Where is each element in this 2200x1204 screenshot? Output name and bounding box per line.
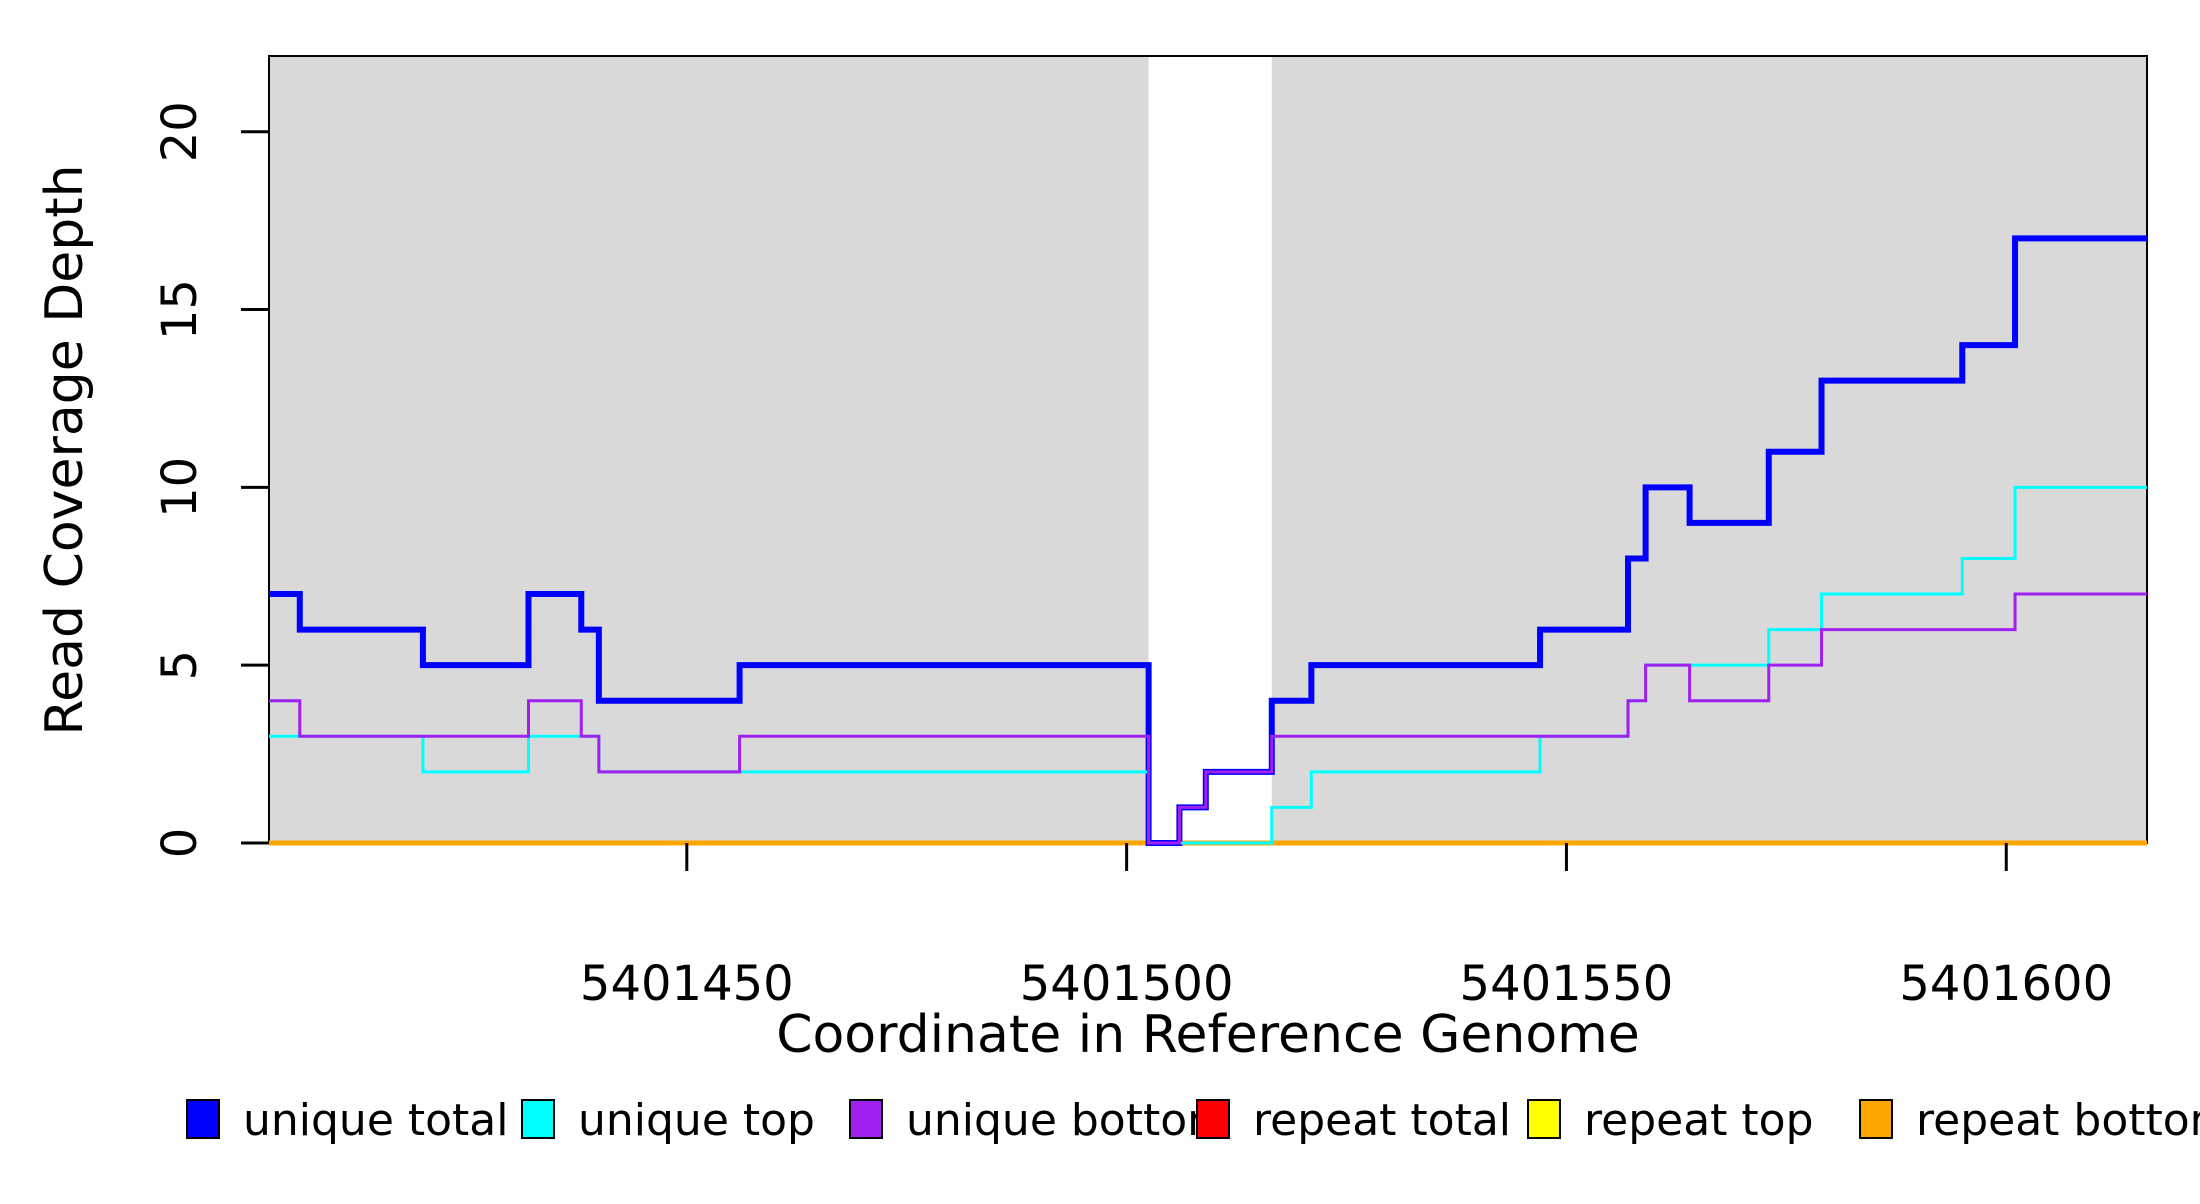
stray-dot xyxy=(1164,1113,1170,1119)
y-axis-title: Read Coverage Depth xyxy=(35,164,95,735)
legend-swatch-repeat-total xyxy=(1196,1099,1230,1139)
legend-swatch-repeat-bottom xyxy=(1859,1099,1893,1139)
legend-swatch-unique-total xyxy=(186,1099,220,1139)
y-tick-label: 15 xyxy=(152,279,208,340)
y-tick-label: 0 xyxy=(152,828,208,859)
legend-label-unique-total: unique total xyxy=(243,1095,508,1146)
x-tick-label: 5401550 xyxy=(1460,956,1674,1012)
legend-label-unique-top: unique top xyxy=(578,1095,815,1146)
y-tick-label: 10 xyxy=(152,457,208,518)
legend-label-repeat-top: repeat top xyxy=(1584,1095,1814,1146)
series-unique-bottom xyxy=(269,592,2147,845)
series-lines xyxy=(269,235,2147,846)
plot-panel xyxy=(268,55,2148,844)
x-tick-label: 5401600 xyxy=(1899,956,2113,1012)
axes: 5401450 5401500 5401550 5401600 0 5 10 15 20 xyxy=(152,101,2113,1012)
legend-label-unique-bottom: unique bottom xyxy=(906,1095,1230,1146)
x-axis-title: Coordinate in Reference Genome xyxy=(776,1005,1640,1065)
x-tick-label: 5401450 xyxy=(580,956,794,1012)
legend-swatch-repeat-top xyxy=(1527,1099,1561,1139)
legend-label-repeat-bottom: repeat bottom xyxy=(1916,1095,2200,1146)
series-unique-top xyxy=(269,485,2147,845)
legend-swatch-unique-top xyxy=(521,1099,555,1139)
legend-label-repeat-total: repeat total xyxy=(1253,1095,1511,1146)
y-tick-label: 20 xyxy=(152,101,208,162)
legend-swatch-unique-bottom xyxy=(849,1099,883,1139)
uniqueness-shading xyxy=(269,56,1149,843)
legend: unique total unique top unique bottom repea… xyxy=(186,1095,2200,1146)
y-tick-label: 5 xyxy=(152,650,208,681)
x-tick-label: 5401500 xyxy=(1020,956,1234,1012)
uniqueness-shading xyxy=(1271,56,2147,843)
